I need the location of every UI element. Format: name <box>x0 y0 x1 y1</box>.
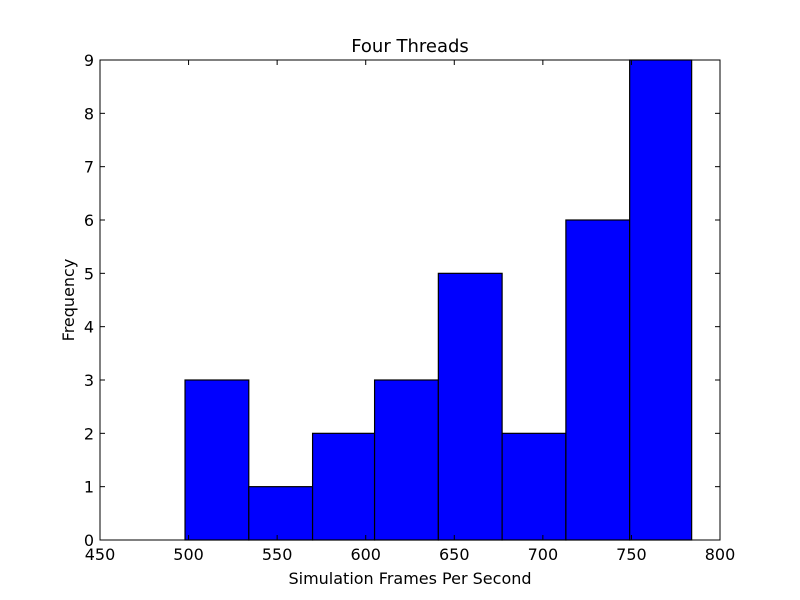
histogram-bar-6 <box>501 432 567 541</box>
bars-group <box>184 59 693 541</box>
histogram-bar-8 <box>629 59 693 541</box>
x-tick-label: 650 <box>439 545 470 564</box>
x-axis-label: Simulation Frames Per Second <box>288 569 531 588</box>
x-tick-label: 800 <box>705 545 736 564</box>
x-tick-label: 700 <box>528 545 559 564</box>
y-tick-label: 7 <box>84 158 94 177</box>
y-tick-label: 9 <box>84 51 94 70</box>
histogram-bar-5 <box>437 272 503 541</box>
y-tick-label: 0 <box>84 531 94 550</box>
y-tick-label: 8 <box>84 104 94 123</box>
x-tick-label: 600 <box>350 545 381 564</box>
histogram-bar-7 <box>565 219 631 541</box>
x-tick-label: 500 <box>173 545 204 564</box>
histogram-bar-2 <box>248 486 314 541</box>
y-tick-label: 1 <box>84 478 94 497</box>
x-tick-label: 550 <box>262 545 293 564</box>
histogram-bar-4 <box>373 379 439 541</box>
histogram-bar-3 <box>311 432 376 541</box>
x-tick-label: 750 <box>616 545 647 564</box>
y-tick-label: 5 <box>84 264 94 283</box>
y-axis-label: Frequency <box>59 259 78 342</box>
ticks-group: 450 500 550 600 650 700 750 800 0 1 2 3 4 5 6 7 8 9 <box>84 51 735 564</box>
chart-title: Four Threads <box>351 36 469 57</box>
y-tick-label: 4 <box>84 318 94 337</box>
plot-frame <box>99 59 721 541</box>
y-tick-label: 2 <box>84 424 94 443</box>
y-tick-label: 3 <box>84 371 94 390</box>
y-tick-label: 6 <box>84 211 94 230</box>
x-tick-label: 450 <box>85 545 116 564</box>
histogram-bar-1 <box>184 379 250 541</box>
